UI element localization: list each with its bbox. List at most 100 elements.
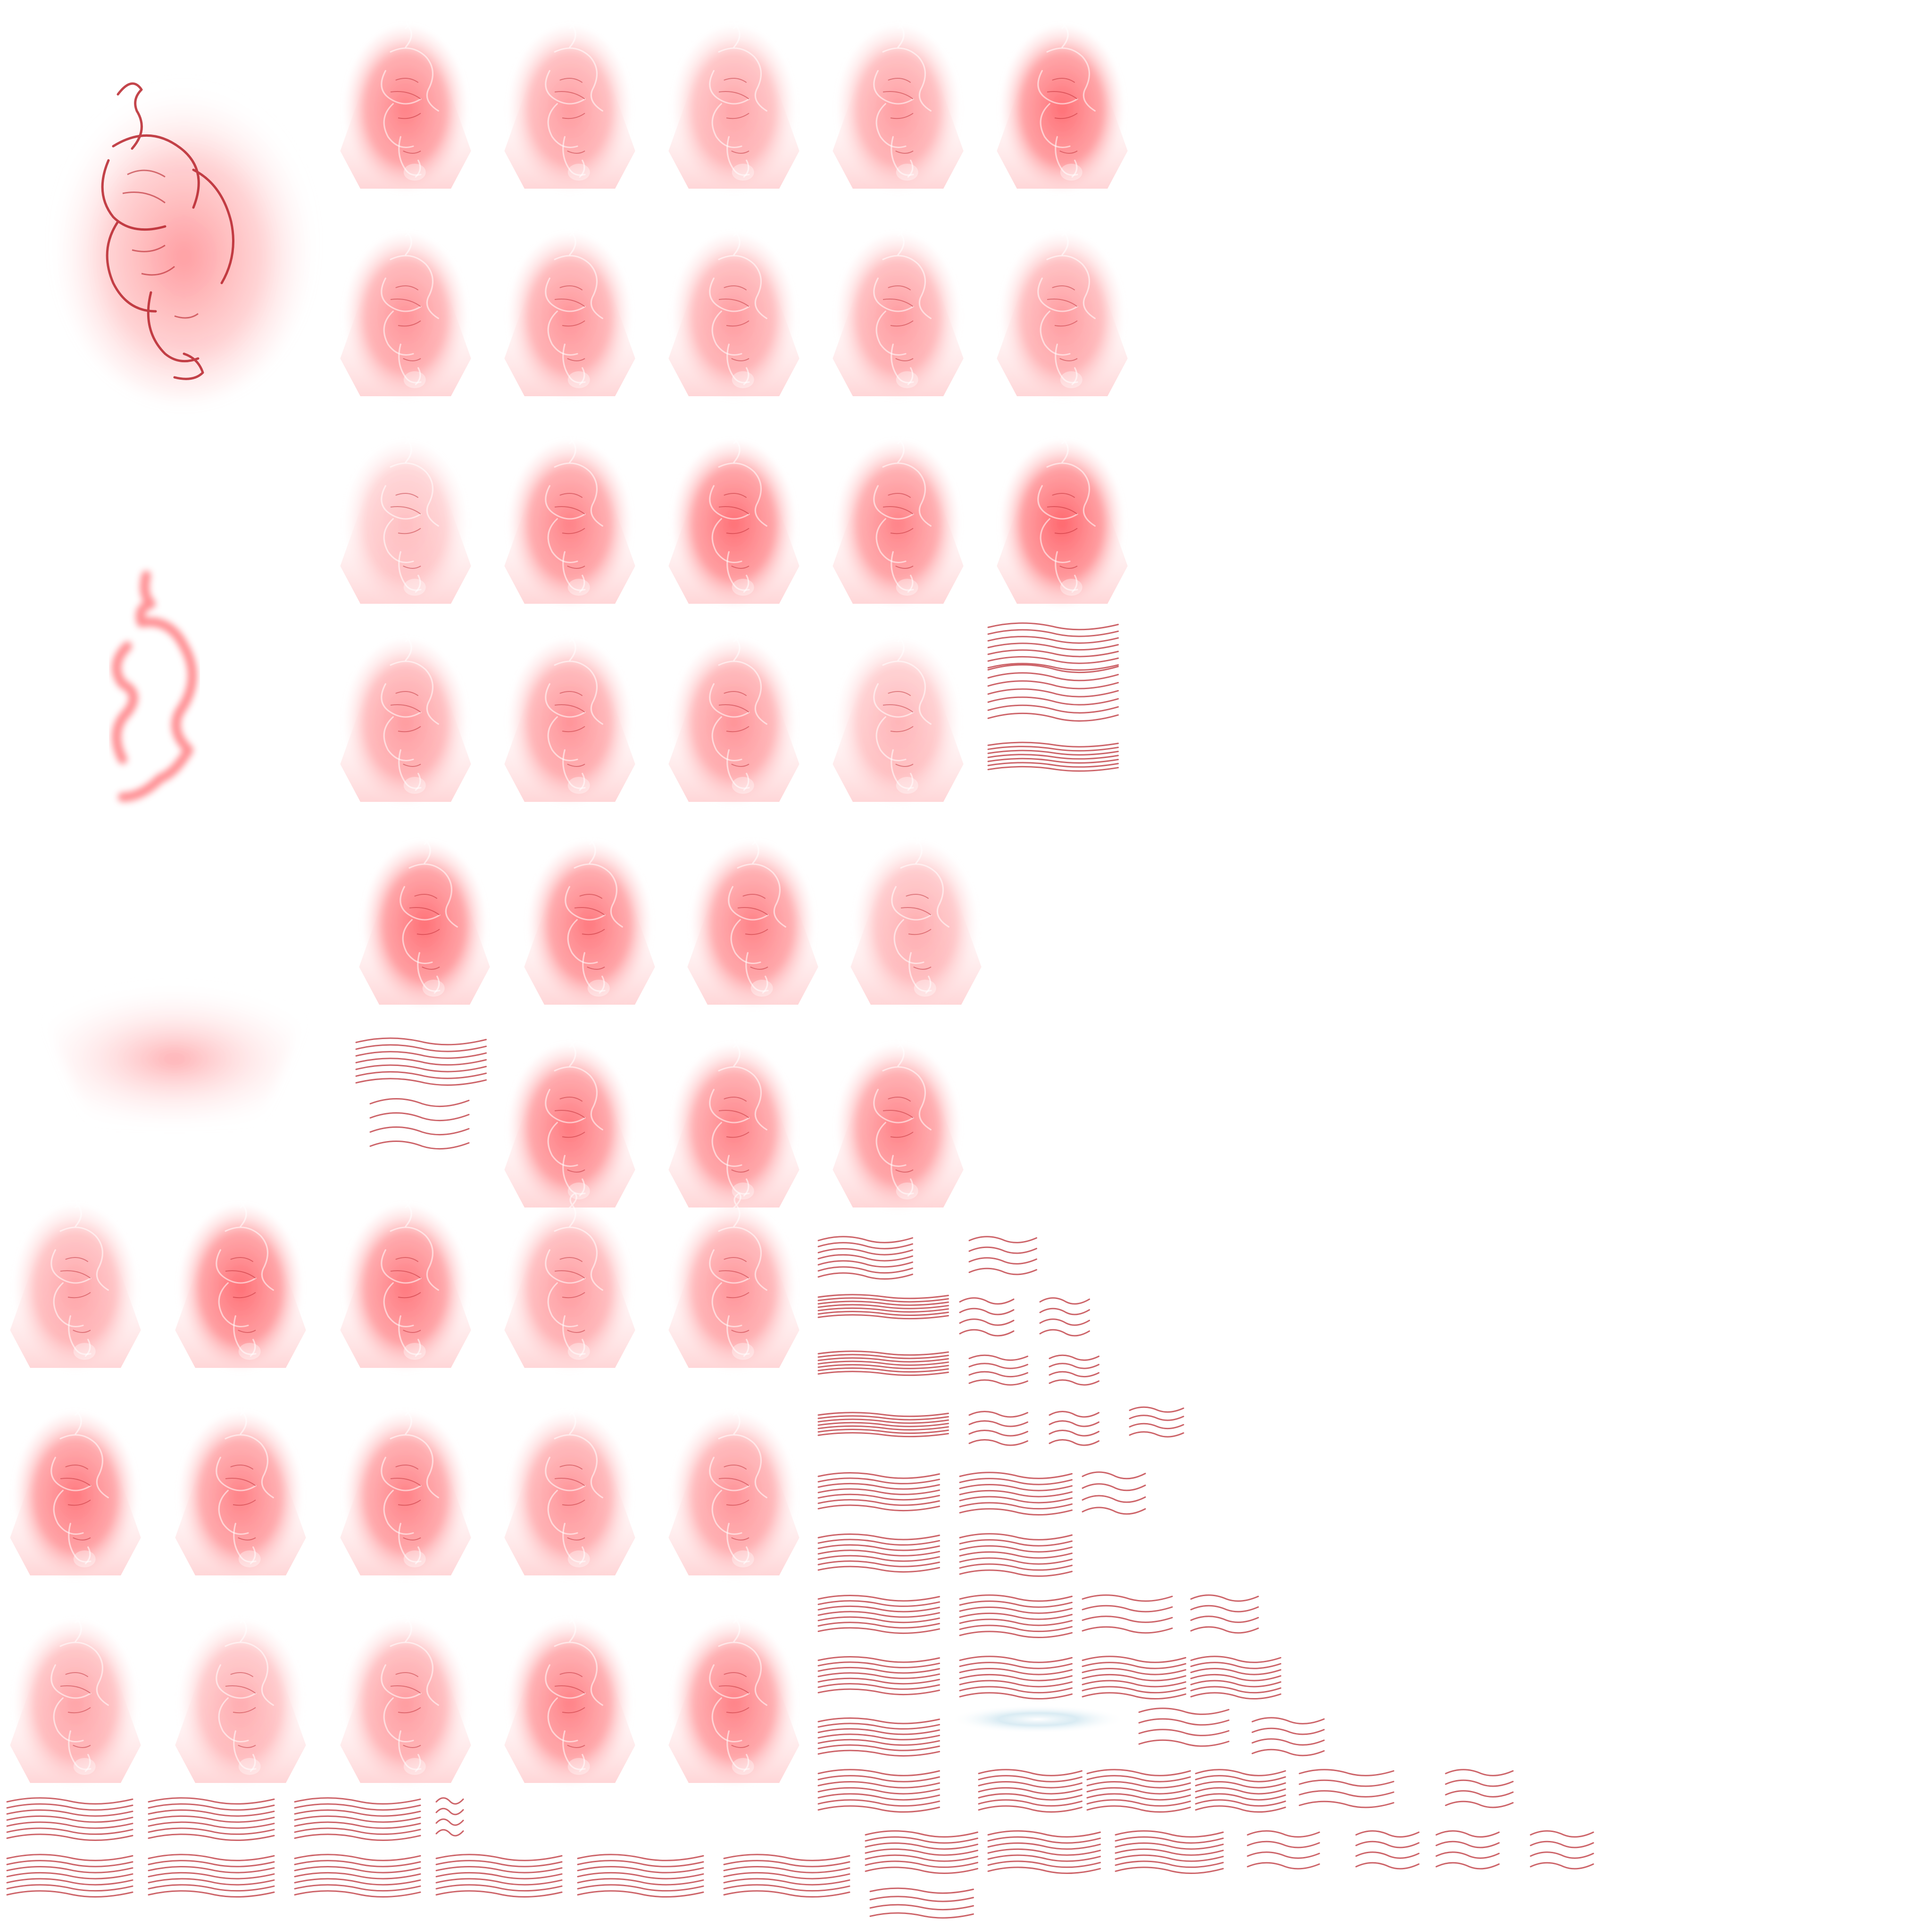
stripe-fragment-sprite	[1193, 1764, 1288, 1816]
tiger-frame-sprite	[823, 1028, 974, 1217]
tiger-frame-sprite	[514, 825, 665, 1014]
tiger-frame-sprite	[658, 9, 809, 198]
stripe-fragment-sprite	[146, 1792, 278, 1844]
stripe-fragment-sprite	[986, 660, 1123, 726]
stripe-fragment-sprite	[1080, 1651, 1189, 1703]
stripe-fragment-sprite	[816, 1590, 943, 1637]
tiger-frame-sprite	[677, 825, 828, 1014]
tiger-frame-sprite	[330, 9, 481, 198]
stripe-fragment-sprite	[816, 1467, 943, 1514]
stripe-fragment-sprite	[575, 1849, 708, 1901]
tiger-frame-sprite	[494, 1028, 645, 1217]
stripe-fragment-sprite	[816, 1288, 953, 1321]
stripe-fragment-sprite	[816, 1344, 953, 1377]
tiger-frame-sprite	[165, 1396, 316, 1585]
stripe-fragment-sprite	[816, 1712, 943, 1759]
tiger-frame-sprite	[165, 1189, 316, 1377]
tiger-frame-sprite	[494, 1189, 645, 1377]
tiger-frame-sprite	[841, 825, 991, 1014]
stripe-fragment-sprite	[967, 1349, 1028, 1391]
stripe-fragment-sprite	[816, 1764, 943, 1816]
stripe-fragment-sprite	[958, 1651, 1075, 1703]
stripe-fragment-sprite	[1354, 1825, 1420, 1877]
stripe-fragment-sprite	[1047, 1406, 1099, 1453]
tiger-frame-sprite	[658, 1189, 809, 1377]
stripe-fragment-sprite	[1113, 1825, 1226, 1877]
tiger-frame-sprite	[0, 1604, 151, 1792]
tiger-frame-sprite	[823, 9, 974, 198]
stripe-fragment-sprite	[1434, 1825, 1500, 1877]
stripe-fragment-sprite	[967, 1406, 1028, 1453]
stripe-fragment-sprite	[354, 1033, 491, 1090]
tiger-frame-sprite	[658, 425, 809, 613]
tiger-frame-sprite	[330, 1604, 481, 1792]
stripe-fragment-sprite	[1443, 1764, 1514, 1816]
stripe-fragment-sprite	[1297, 1764, 1396, 1816]
tiger-frame-sprite	[349, 825, 500, 1014]
stripe-fragment-sprite	[967, 1231, 1038, 1283]
tiger-frame-sprite	[987, 9, 1138, 198]
trapezoid-glow-sprite	[14, 962, 335, 1141]
stripe-fragment-sprite	[292, 1849, 425, 1901]
stripe-fragment-sprite	[1137, 1703, 1231, 1755]
tiger-frame-sprite	[330, 425, 481, 613]
tiger-frame-sprite	[494, 1396, 645, 1585]
stripe-fragment-sprite	[292, 1792, 425, 1844]
stripe-fragment-sprite	[1528, 1825, 1594, 1877]
stripe-fragment-sprite	[958, 1590, 1075, 1641]
tiger-frame-sprite	[658, 217, 809, 406]
tiger-frame-sprite	[823, 425, 974, 613]
stripe-fragment-sprite	[816, 1528, 943, 1575]
tiger-frame-sprite	[330, 623, 481, 811]
stripe-fragment-sprite	[434, 1792, 464, 1844]
stripe-fragment-sprite	[1127, 1401, 1184, 1443]
stripe-fragment-sprite	[146, 1849, 278, 1901]
tiger-frame-sprite	[494, 623, 645, 811]
stripe-fragment-sprite	[816, 1406, 953, 1439]
stripe-fragment-sprite	[986, 736, 1123, 774]
tiger-frame-sprite	[494, 217, 645, 406]
tiger-frame-sprite	[823, 623, 974, 811]
tiger-frame-sprite	[330, 217, 481, 406]
tiger-frame-sprite	[658, 623, 809, 811]
stripe-fragment-sprite	[1080, 1590, 1174, 1641]
tiger-frame-sprite	[494, 425, 645, 613]
stripe-fragment-sprite	[958, 1292, 1015, 1344]
stripe-fragment-sprite	[986, 1825, 1104, 1877]
stripe-fragment-sprite	[863, 1825, 981, 1877]
stripe-fragment-sprite	[1080, 1467, 1146, 1524]
tiger-frame-sprite	[0, 1189, 151, 1377]
stripe-fragment-sprite	[1250, 1712, 1325, 1764]
tiger-frame-sprite	[330, 1396, 481, 1585]
tiger-frame-sprite	[165, 1604, 316, 1792]
shine-streak-sprite	[948, 1703, 1127, 1736]
tiger-frame-sprite	[658, 1396, 809, 1585]
tiger-frame-sprite	[987, 425, 1138, 613]
stripe-fragment-sprite	[976, 1764, 1085, 1816]
stripe-fragment-sprite	[434, 1849, 566, 1901]
stripe-fragment-sprite	[1047, 1349, 1099, 1391]
tiger-frame-sprite	[658, 1604, 809, 1792]
stripe-fragment-sprite	[5, 1792, 137, 1844]
tiger-frame-sprite	[658, 1028, 809, 1217]
stripe-fragment-sprite	[1189, 1651, 1283, 1703]
tiger-frame-sprite	[823, 217, 974, 406]
stripe-fragment-sprite	[1189, 1590, 1259, 1641]
stripe-fragment-sprite	[958, 1467, 1075, 1519]
stripe-fragment-sprite	[958, 1528, 1075, 1580]
stripe-fragment-sprite	[722, 1849, 854, 1901]
stripe-fragment-sprite	[368, 1094, 472, 1160]
tiger-frame-sprite	[330, 1189, 481, 1377]
stripe-fragment-sprite	[816, 1231, 915, 1283]
stripe-fragment-sprite	[816, 1651, 943, 1698]
tiger-frame-sprite	[987, 217, 1138, 406]
stripe-fragment-sprite	[5, 1849, 137, 1901]
tiger-hero-sprite	[52, 52, 316, 401]
stripe-fragment-sprite	[1245, 1825, 1321, 1877]
stripe-fragment-sprite	[1085, 1764, 1193, 1816]
tiger-outline-glow-sprite	[85, 566, 245, 868]
tiger-frame-sprite	[494, 1604, 645, 1792]
tiger-frame-sprite	[0, 1396, 151, 1585]
stripe-fragment-sprite	[986, 618, 1123, 675]
